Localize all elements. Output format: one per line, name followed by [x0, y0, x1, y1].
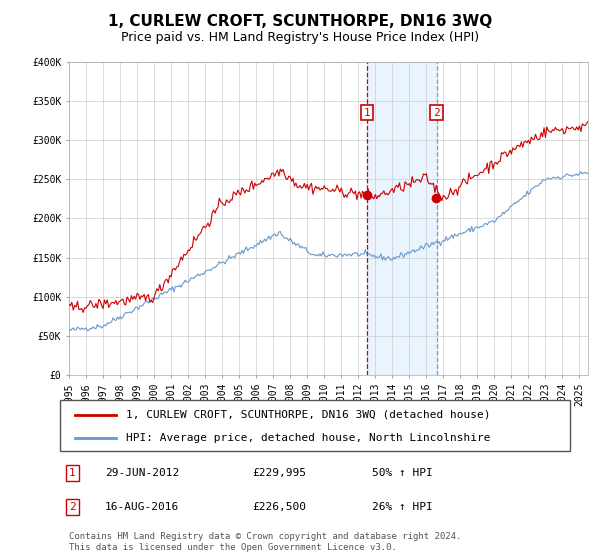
Text: 1: 1: [69, 468, 76, 478]
Text: 1, CURLEW CROFT, SCUNTHORPE, DN16 3WQ (detached house): 1, CURLEW CROFT, SCUNTHORPE, DN16 3WQ (d…: [127, 409, 491, 419]
FancyBboxPatch shape: [60, 400, 570, 451]
Text: 1: 1: [364, 108, 370, 118]
Text: 16-AUG-2016: 16-AUG-2016: [105, 502, 179, 512]
Text: 26% ↑ HPI: 26% ↑ HPI: [372, 502, 433, 512]
Bar: [367, 62, 437, 375]
Text: 1, CURLEW CROFT, SCUNTHORPE, DN16 3WQ: 1, CURLEW CROFT, SCUNTHORPE, DN16 3WQ: [108, 14, 492, 29]
Text: 2: 2: [69, 502, 76, 512]
Text: £229,995: £229,995: [252, 468, 306, 478]
Text: 50% ↑ HPI: 50% ↑ HPI: [372, 468, 433, 478]
Text: 29-JUN-2012: 29-JUN-2012: [105, 468, 179, 478]
Text: HPI: Average price, detached house, North Lincolnshire: HPI: Average price, detached house, Nort…: [127, 433, 491, 443]
Text: Price paid vs. HM Land Registry's House Price Index (HPI): Price paid vs. HM Land Registry's House …: [121, 31, 479, 44]
Text: 2: 2: [433, 108, 440, 118]
Text: Contains HM Land Registry data © Crown copyright and database right 2024.
This d: Contains HM Land Registry data © Crown c…: [69, 532, 461, 552]
Text: £226,500: £226,500: [252, 502, 306, 512]
